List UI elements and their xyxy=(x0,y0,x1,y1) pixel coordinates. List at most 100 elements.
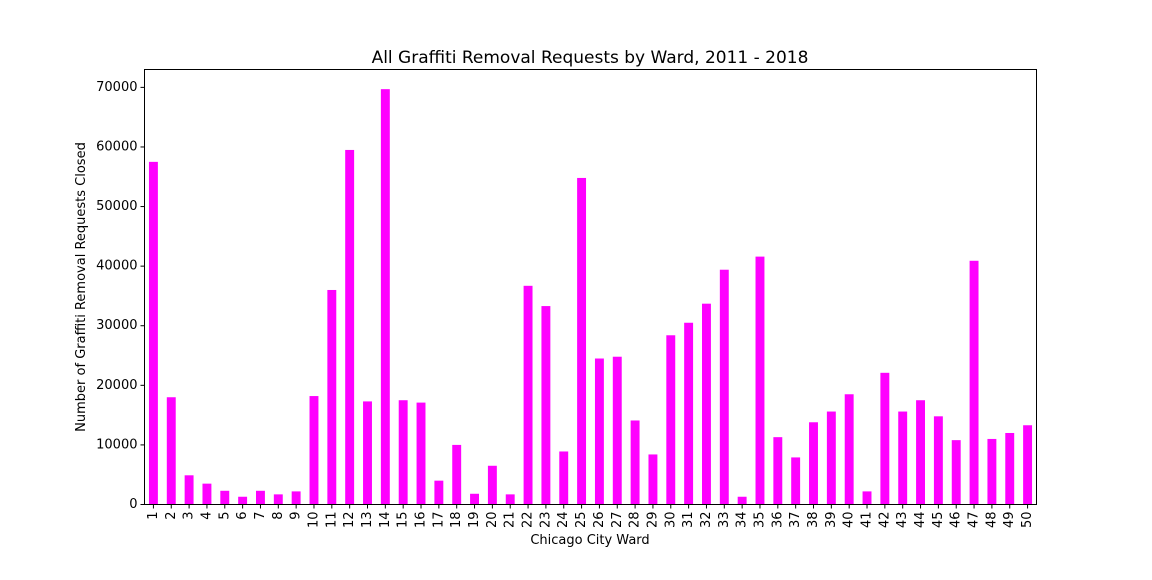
x-tick-label: 33 xyxy=(717,512,732,529)
y-tick-label: 0 xyxy=(129,497,137,512)
y-tick-label: 10000 xyxy=(96,437,137,452)
bar-ward-50 xyxy=(1023,425,1033,505)
bar-ward-31 xyxy=(684,322,694,505)
x-tick-label: 5 xyxy=(217,512,232,520)
bar-ward-12 xyxy=(345,149,355,505)
bar-ward-37 xyxy=(791,457,801,505)
y-tick-label: 40000 xyxy=(96,259,137,274)
x-tick-label: 3 xyxy=(182,512,197,520)
bar-ward-36 xyxy=(773,437,783,505)
x-tick-label: 23 xyxy=(538,512,553,529)
bar-ward-46 xyxy=(951,440,961,505)
x-tick-label: 12 xyxy=(342,512,357,529)
x-tick-label: 43 xyxy=(895,512,910,529)
x-tick-label: 19 xyxy=(467,512,482,529)
bar-ward-45 xyxy=(933,416,943,505)
x-tick-label: 13 xyxy=(360,512,375,529)
x-tick-label: 30 xyxy=(663,512,678,529)
x-tick-label: 46 xyxy=(949,512,964,529)
x-tick-label: 26 xyxy=(592,512,607,529)
x-tick-label: 42 xyxy=(877,512,892,529)
bar-ward-33 xyxy=(719,269,729,505)
bar-ward-16 xyxy=(416,402,426,505)
x-tick-label: 31 xyxy=(681,512,696,529)
x-tick-label: 11 xyxy=(324,512,339,529)
chart-title: All Graffiti Removal Requests by Ward, 2… xyxy=(372,48,809,68)
bar-ward-21 xyxy=(505,494,515,505)
x-tick-label: 48 xyxy=(984,512,999,529)
bar-ward-15 xyxy=(398,400,408,505)
bar-ward-44 xyxy=(916,400,925,505)
bar-ward-10 xyxy=(309,396,319,505)
bar-ward-5 xyxy=(220,490,230,505)
bar-ward-7 xyxy=(256,490,265,505)
x-tick-label: 8 xyxy=(271,512,286,520)
x-tick-label: 7 xyxy=(253,512,268,520)
bar-ward-14 xyxy=(380,89,390,505)
x-tick-label: 32 xyxy=(699,512,714,529)
y-tick-label: 30000 xyxy=(96,318,137,333)
x-tick-label: 1 xyxy=(146,512,161,520)
x-tick-label: 37 xyxy=(788,512,803,529)
x-tick-label: 35 xyxy=(752,512,767,529)
bar-ward-29 xyxy=(648,454,658,505)
bar-ward-42 xyxy=(880,372,890,505)
bar-ward-48 xyxy=(987,438,997,505)
x-tick-label: 15 xyxy=(396,512,411,529)
bar-ward-39 xyxy=(826,411,836,505)
bar-ward-22 xyxy=(523,285,533,505)
x-tick-label: 4 xyxy=(199,512,214,520)
bar-ward-8 xyxy=(273,494,283,505)
bar-ward-34 xyxy=(737,496,747,505)
bars-group xyxy=(148,89,1033,505)
x-tick-label: 49 xyxy=(1002,512,1017,529)
x-tick-label: 25 xyxy=(574,512,589,529)
x-tick-label: 17 xyxy=(431,512,446,529)
x-tick-label: 16 xyxy=(414,512,429,529)
bar-ward-38 xyxy=(809,422,818,505)
bar-ward-24 xyxy=(559,451,569,505)
bar-ward-3 xyxy=(184,475,194,505)
x-tick-label: 50 xyxy=(1020,512,1035,529)
bar-ward-25 xyxy=(577,177,587,505)
x-tick-label: 22 xyxy=(521,512,536,529)
bar-ward-4 xyxy=(202,483,212,505)
bar-ward-26 xyxy=(594,358,604,505)
x-tick-label: 28 xyxy=(628,512,643,529)
bar-ward-1 xyxy=(148,161,158,505)
bar-ward-40 xyxy=(844,394,854,505)
bar-ward-49 xyxy=(1005,432,1015,505)
x-tick-label: 14 xyxy=(378,512,393,529)
bar-ward-9 xyxy=(291,491,301,505)
x-tick-label: 38 xyxy=(806,512,821,529)
y-tick-label: 50000 xyxy=(96,199,137,214)
y-axis-label: Number of Graffiti Removal Requests Clos… xyxy=(74,142,89,432)
bar-ward-17 xyxy=(434,480,444,505)
bar-ward-47 xyxy=(969,260,979,505)
x-tick-label: 10 xyxy=(306,512,321,529)
x-tick-label: 20 xyxy=(485,512,500,529)
bar-ward-20 xyxy=(487,465,497,505)
x-axis-label: Chicago City Ward xyxy=(530,533,649,548)
x-tick-label: 21 xyxy=(503,512,518,529)
x-tick-label: 9 xyxy=(289,512,304,520)
bar-ward-32 xyxy=(702,303,711,505)
x-tick-label: 41 xyxy=(860,512,875,529)
x-axis-ticks: 1 2 3 4 5 6 7 8 9 10 11 12 13 14 15 16 17 18 19 20 21 22 23 24 2… xyxy=(146,504,1035,529)
y-tick-label: 60000 xyxy=(96,139,137,154)
bar-ward-28 xyxy=(630,420,640,505)
x-tick-label: 44 xyxy=(913,512,928,529)
plot-frame xyxy=(144,69,1037,505)
bar-ward-35 xyxy=(755,256,765,505)
x-tick-label: 27 xyxy=(610,512,625,529)
bar-ward-18 xyxy=(452,444,462,505)
bar-ward-41 xyxy=(862,491,872,505)
x-tick-label: 39 xyxy=(824,512,839,529)
x-tick-label: 2 xyxy=(164,512,179,520)
bar-ward-2 xyxy=(166,397,176,505)
bar-ward-23 xyxy=(541,306,551,505)
y-tick-label: 70000 xyxy=(96,80,137,95)
x-tick-label: 29 xyxy=(645,512,660,529)
bar-ward-43 xyxy=(898,411,908,505)
